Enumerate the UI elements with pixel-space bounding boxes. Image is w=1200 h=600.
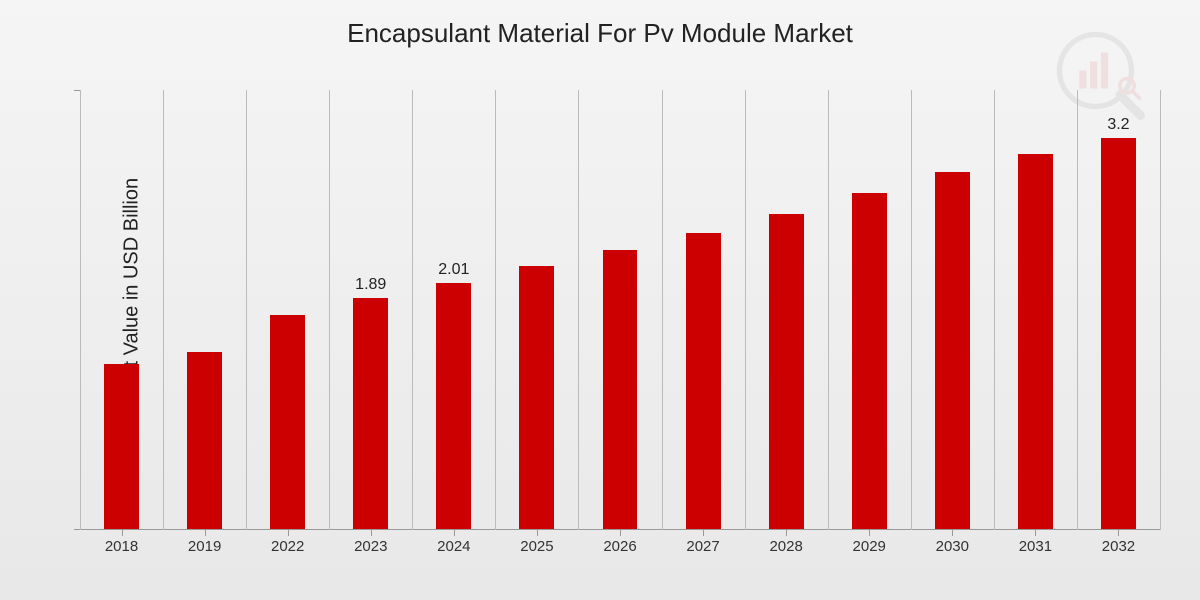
- x-tick-label: 2023: [354, 538, 387, 555]
- x-tick-label: 2026: [603, 538, 636, 555]
- chart-title: Encapsulant Material For Pv Module Marke…: [0, 18, 1200, 49]
- x-tick-label: 2025: [520, 538, 553, 555]
- bar: [603, 250, 638, 529]
- x-tick-mark: [786, 530, 787, 536]
- bar-value-label: 1.89: [355, 276, 386, 294]
- x-tick-mark: [454, 530, 455, 536]
- grid-line: [828, 90, 829, 530]
- grid-line: [745, 90, 746, 530]
- x-tick-mark: [205, 530, 206, 536]
- bar: [104, 364, 139, 529]
- bar: 2.01: [436, 283, 471, 529]
- x-tick-label: 2030: [936, 538, 969, 555]
- plot-area: 1.892.013.2 2018201920222023202420252026…: [80, 90, 1160, 530]
- bar: [852, 193, 887, 529]
- x-tick-label: 2029: [853, 538, 886, 555]
- bar: [935, 172, 970, 529]
- x-tick-label: 2024: [437, 538, 470, 555]
- grid-line: [412, 90, 413, 530]
- grid-line: [163, 90, 164, 530]
- x-tick-mark: [537, 530, 538, 536]
- x-tick-mark: [371, 530, 372, 536]
- grid-line: [80, 90, 81, 530]
- bar: [686, 233, 721, 529]
- grid-line: [495, 90, 496, 530]
- x-tick-label: 2022: [271, 538, 304, 555]
- bar-value-label: 2.01: [438, 261, 469, 279]
- bar-value-label: 3.2: [1107, 116, 1129, 134]
- x-tick-mark: [288, 530, 289, 536]
- chart-canvas: Encapsulant Material For Pv Module Marke…: [0, 0, 1200, 600]
- x-tick-label: 2032: [1102, 538, 1135, 555]
- x-tick-label: 2027: [686, 538, 719, 555]
- x-tick-label: 2018: [105, 538, 138, 555]
- grid-line: [578, 90, 579, 530]
- bar: [187, 352, 222, 529]
- x-tick-mark: [620, 530, 621, 536]
- bar: [519, 266, 554, 529]
- bar: [1018, 154, 1053, 529]
- x-tick-label: 2028: [769, 538, 802, 555]
- x-tick-mark: [1035, 530, 1036, 536]
- bar: 3.2: [1101, 138, 1136, 529]
- grid-line: [246, 90, 247, 530]
- x-tick-mark: [952, 530, 953, 536]
- grid-line: [329, 90, 330, 530]
- x-tick-mark: [122, 530, 123, 536]
- grid-line: [1077, 90, 1078, 530]
- bar: 1.89: [353, 298, 388, 529]
- x-tick-mark: [1118, 530, 1119, 536]
- bar: [270, 315, 305, 529]
- grid-line: [911, 90, 912, 530]
- x-tick-mark: [703, 530, 704, 536]
- x-tick-label: 2031: [1019, 538, 1052, 555]
- x-tick-mark: [869, 530, 870, 536]
- x-tick-label: 2019: [188, 538, 221, 555]
- grid-line: [1160, 90, 1161, 530]
- grid-line: [662, 90, 663, 530]
- bar: [769, 214, 804, 529]
- grid-line: [994, 90, 995, 530]
- bars-container: 1.89 2.01 3.2: [80, 90, 1160, 530]
